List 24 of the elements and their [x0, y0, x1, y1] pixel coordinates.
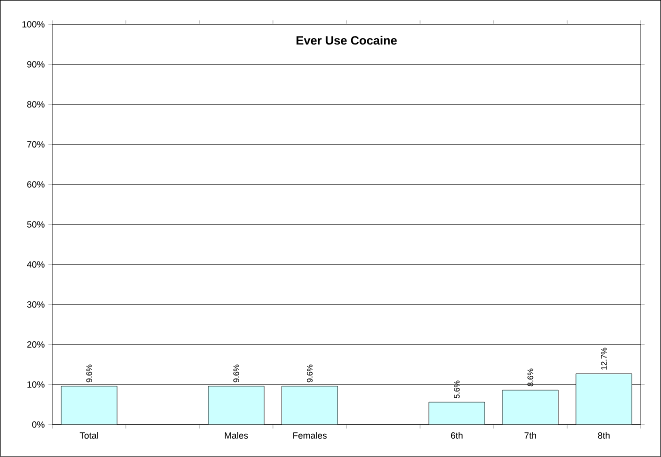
x-tick-label: Males	[224, 432, 248, 439]
y-tick-label: 60%	[27, 181, 44, 188]
data-label: 5.6%	[454, 380, 460, 398]
x-tick-label: Total	[80, 432, 98, 439]
data-label: 9.6%	[86, 364, 92, 382]
data-label: 8.6%	[528, 368, 534, 386]
y-tick-label: 90%	[27, 61, 44, 68]
x-tick-label: 8th	[598, 432, 610, 439]
x-tick-label: 7th	[524, 432, 536, 439]
y-tick-label: 40%	[26, 261, 44, 268]
x-tick-label: Females	[293, 432, 327, 439]
y-tick-label: 10%	[27, 381, 44, 388]
data-label: 9.6%	[233, 364, 240, 382]
text: Ever Use Cocaine	[296, 36, 397, 45]
data-label: 12.7%	[601, 348, 607, 370]
y-tick-label: 30%	[27, 301, 44, 308]
y-tick-label: 0%	[32, 421, 44, 428]
y-tick-label: 20%	[27, 341, 44, 348]
x-tick-label: 6th	[451, 432, 462, 439]
y-tick-label: 50%	[27, 221, 44, 228]
data-label: 9.6%	[306, 364, 313, 382]
y-tick-label: 70%	[27, 141, 44, 148]
y-tick-label: 80%	[27, 101, 44, 108]
y-tick-label: 100%	[22, 21, 44, 28]
